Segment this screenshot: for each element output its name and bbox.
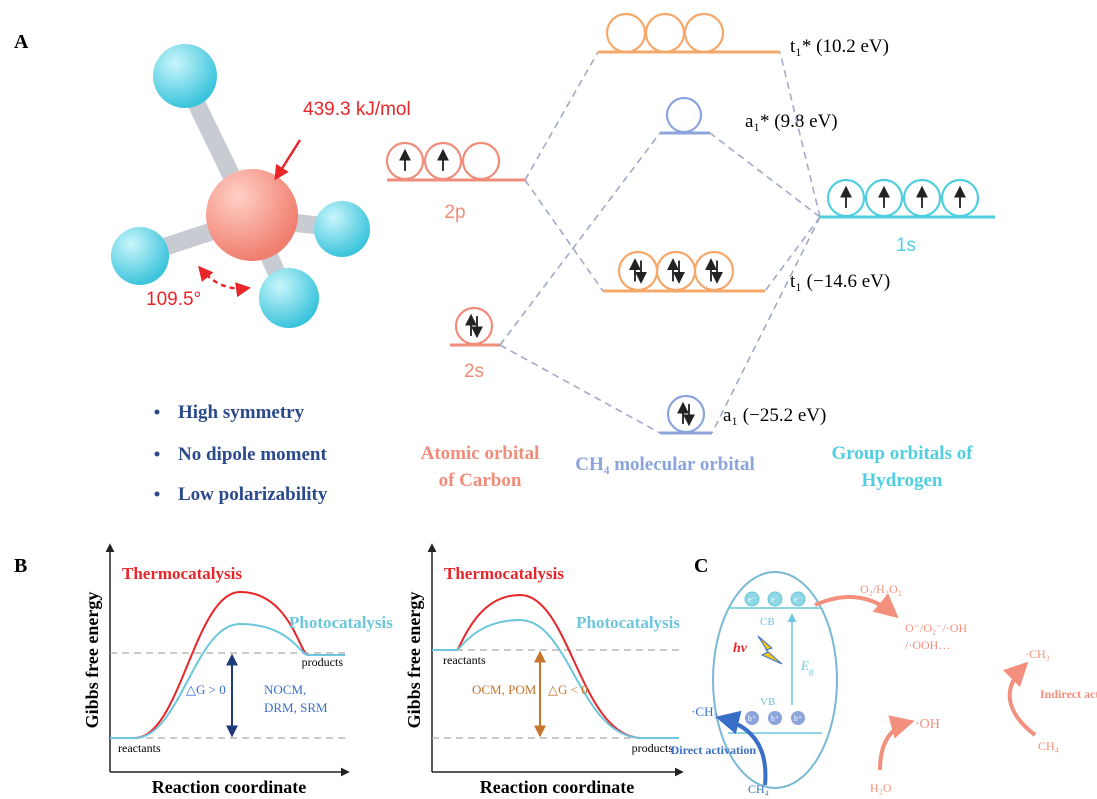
hydrogen-atom <box>314 201 370 257</box>
species: H₂O <box>870 781 892 795</box>
species: CH₄ <box>1038 739 1059 753</box>
delta-g: △G > 0 <box>186 682 226 697</box>
property: Low polarizability <box>178 484 328 505</box>
species: CH₄ <box>748 782 769 796</box>
curve-label: Thermocatalysis <box>444 564 564 583</box>
column-label: Group orbitals of <box>831 443 973 464</box>
angle-arrow <box>200 268 248 289</box>
orbital <box>463 143 499 179</box>
state-label: products <box>632 741 674 755</box>
orbital <box>668 396 704 432</box>
energy-curve <box>432 620 679 738</box>
curve-label: Thermocatalysis <box>122 564 242 583</box>
light-label: hv <box>733 641 748 656</box>
column-label: Atomic orbital <box>421 443 540 464</box>
orbital <box>619 252 657 290</box>
orbital <box>456 308 492 344</box>
species: ·OH <box>915 717 940 732</box>
axis-label: Reaction coordinate <box>480 777 634 797</box>
state-label: reactants <box>443 653 486 667</box>
correlation-line <box>712 217 820 433</box>
orbital <box>646 14 684 52</box>
axis-label: Gibbs free energy <box>82 592 102 729</box>
level-label: 1s <box>896 235 916 256</box>
orbital <box>667 98 701 132</box>
state-label: products <box>302 655 344 669</box>
correlation-line <box>525 52 598 180</box>
electron-label: e⁻ <box>771 595 779 604</box>
band-label: CB <box>760 616 775 628</box>
bond-angle: 109.5° <box>146 289 201 310</box>
panel-label: A <box>14 31 29 53</box>
band-label: VB <box>760 696 775 708</box>
correlation-line <box>525 180 603 291</box>
reaction-label: DRM, SRM <box>264 700 328 715</box>
hydrogen-atom <box>259 268 319 328</box>
energy-label: t₁* (10.2 eV) <box>790 36 889 57</box>
lightning <box>758 636 782 664</box>
orbital <box>685 14 723 52</box>
species: O₂/H₂O₂ <box>860 582 902 596</box>
energy-label: a₁ (−25.2 eV) <box>723 405 826 426</box>
hole-label: h⁺ <box>794 714 802 723</box>
bullet <box>155 492 160 497</box>
species: ·CH₃ <box>1025 647 1050 661</box>
band-gap-symbol: E <box>800 658 809 673</box>
species: ·CH₃ <box>691 704 718 719</box>
reaction-arrow <box>815 597 895 615</box>
pathway-label: Indirect activation <box>1040 687 1097 701</box>
orbital <box>695 252 733 290</box>
property: High symmetry <box>178 402 305 423</box>
state-label: reactants <box>118 741 161 755</box>
property: No dipole moment <box>178 444 328 465</box>
page: A 439.3 kJ/mol 109.5° High symmetry No d… <box>0 0 1097 799</box>
bullet <box>155 410 160 415</box>
electron-label: e⁻ <box>794 595 802 604</box>
correlation-line <box>780 52 820 217</box>
figure: A 439.3 kJ/mol 109.5° High symmetry No d… <box>0 0 1097 799</box>
orbital <box>657 252 695 290</box>
energy-label: t₁ (−14.6 eV) <box>790 271 890 292</box>
species: /·OOH… <box>905 638 950 652</box>
curve-label: Photocatalysis <box>576 613 680 632</box>
correlation-line <box>500 345 660 433</box>
energy-label: a₁* (9.8 eV) <box>745 111 838 132</box>
column-label: of Carbon <box>439 470 522 491</box>
reaction-arrow <box>1010 665 1035 735</box>
hydrogen-atom <box>111 227 169 285</box>
delta-g: △G < 0 <box>548 682 588 697</box>
reaction-label: OCM, POM <box>472 682 537 697</box>
energy-curve <box>110 624 345 738</box>
band-gap-subscript: g <box>809 666 814 676</box>
carbon-atom <box>206 169 298 261</box>
band-gap: Eg <box>800 658 814 676</box>
correlation-line <box>500 133 660 345</box>
level-label: 2p <box>444 202 465 223</box>
column-label: CH₄ molecular orbital <box>575 454 755 475</box>
reaction-arrow <box>880 722 910 770</box>
reaction-label: NOCM, <box>264 682 306 697</box>
level-label: 2s <box>464 361 484 382</box>
arrow <box>276 140 300 178</box>
panel-label: C <box>694 555 708 577</box>
curve-label: Photocatalysis <box>289 613 393 632</box>
hydrogen-atom <box>153 44 217 108</box>
hole-label: h⁺ <box>748 714 756 723</box>
axis-label: Reaction coordinate <box>152 777 306 797</box>
panel-label: B <box>14 555 27 577</box>
axis-label: Gibbs free energy <box>404 592 424 729</box>
bond-energy: 439.3 kJ/mol <box>303 99 411 120</box>
pathway-label: Direct activation <box>671 743 757 757</box>
bullet <box>155 452 160 457</box>
column-label: Hydrogen <box>862 470 943 491</box>
orbital <box>607 14 645 52</box>
electron-label: e⁻ <box>748 595 756 604</box>
hole-label: h⁺ <box>771 714 779 723</box>
species: O⁻/O₂⁻/·OH <box>905 621 968 635</box>
